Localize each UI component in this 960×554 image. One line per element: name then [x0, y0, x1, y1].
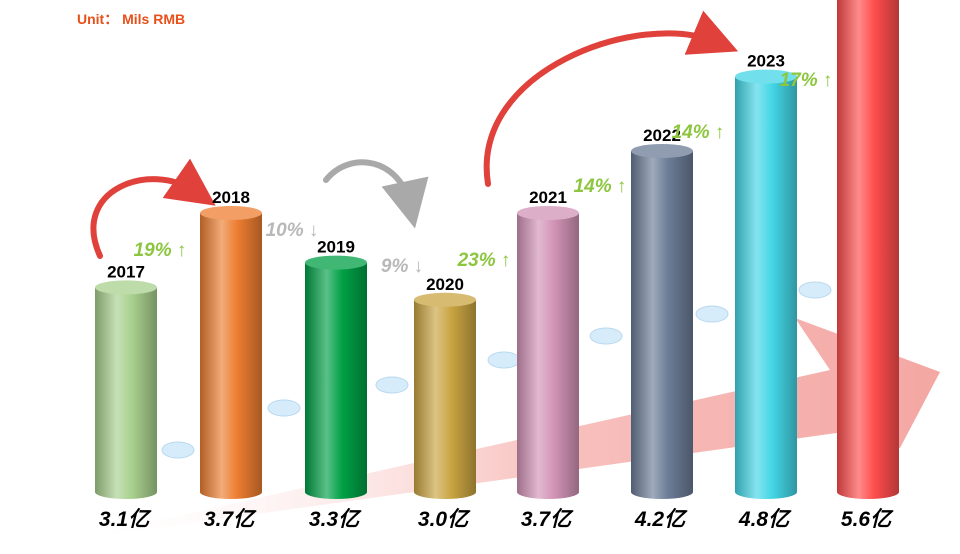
- cloud-accent: [695, 305, 729, 323]
- year-label: 2020: [426, 275, 464, 294]
- growth-label: 14% ↑: [574, 176, 627, 197]
- bar-top: [631, 144, 693, 158]
- value-label: 4.8亿: [738, 507, 792, 531]
- bar-2023: [735, 69, 797, 499]
- bar-2022: [631, 144, 693, 499]
- bar-top: [735, 69, 797, 84]
- bar-2021: [517, 206, 579, 499]
- bar-top: [305, 255, 367, 270]
- bar-body: [414, 299, 476, 499]
- bar-body: [517, 213, 579, 499]
- value-label: 3.1亿: [99, 507, 152, 531]
- unit-label: Unit： Mils RMB: [77, 11, 185, 27]
- year-label: 2023: [747, 52, 785, 71]
- year-label: 2017: [107, 262, 145, 281]
- value-label: 5.6亿: [841, 507, 894, 531]
- bar-2024: [837, 0, 899, 499]
- bar-2020: [414, 292, 476, 499]
- growth-label: 9% ↓: [381, 256, 423, 277]
- growth-label: 17% ↑: [780, 70, 833, 91]
- trend-arrow-up: [90, 158, 216, 259]
- cloud-accent: [589, 327, 623, 345]
- bar-2019: [305, 255, 367, 499]
- bar-top: [414, 292, 476, 307]
- year-label: 2019: [317, 238, 355, 257]
- value-label: 3.7亿: [521, 507, 574, 531]
- growth-label: 23% ↑: [457, 250, 511, 271]
- bar-body: [735, 76, 797, 499]
- bar-body: [631, 151, 693, 499]
- cloud-accent: [267, 399, 301, 417]
- bar-top: [95, 280, 157, 295]
- year-label: 2018: [212, 188, 250, 207]
- trend-arrow-down: [323, 159, 429, 229]
- bars-layer: [95, 0, 899, 499]
- bar-2018: [200, 206, 262, 499]
- growth-label: 19% ↑: [134, 240, 187, 261]
- bar-body: [837, 0, 899, 499]
- value-label: 3.3亿: [309, 507, 362, 531]
- bar-top: [517, 206, 579, 220]
- labels-layer: 2017 3.1亿 2018 3.7亿 2019 3.3亿 2020 3.0亿 2021 3.7亿…: [99, 52, 894, 531]
- bar-body: [95, 287, 157, 499]
- growth-label: 14% ↑: [672, 122, 725, 143]
- bar-top: [200, 206, 262, 220]
- cloud-accent: [487, 351, 521, 369]
- value-label: 3.7亿: [204, 507, 257, 531]
- value-label: 4.2亿: [634, 507, 688, 531]
- bar-body: [305, 262, 367, 499]
- trend-arrow-up: [483, 10, 739, 187]
- bar-2017: [95, 280, 157, 499]
- year-label: 2022: [643, 126, 681, 145]
- cloud-accent: [798, 281, 832, 299]
- cloud-accent: [161, 441, 195, 459]
- value-label: 3.0亿: [418, 507, 471, 531]
- growth-label: 10% ↓: [266, 220, 319, 241]
- cloud-accent: [375, 376, 409, 394]
- year-label: 2021: [529, 188, 567, 207]
- bar-body: [200, 213, 262, 499]
